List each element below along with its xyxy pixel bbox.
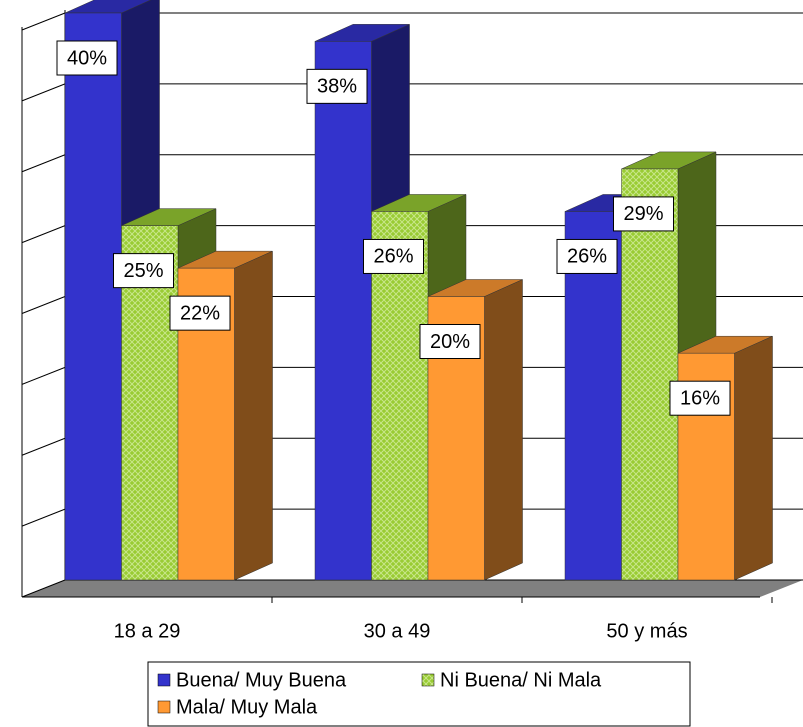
data-label-box xyxy=(306,68,368,104)
grid-line xyxy=(21,508,66,527)
data-label-box xyxy=(56,40,118,76)
data-label-box xyxy=(419,324,481,359)
bar-side xyxy=(734,335,773,581)
x-tick-label: 30 a 49 xyxy=(364,620,431,642)
data-label-box xyxy=(113,253,174,289)
data-label: 29% xyxy=(623,203,663,225)
data-label: 25% xyxy=(123,260,163,282)
data-label: 26% xyxy=(373,246,413,268)
data-label: 26% xyxy=(567,246,607,268)
data-label-box xyxy=(613,196,674,232)
bar-side xyxy=(484,279,523,581)
legend-label: Ni Buena/ Ni Mala xyxy=(440,669,602,691)
bar xyxy=(64,12,122,581)
data-label: 40% xyxy=(67,47,107,69)
legend-swatch xyxy=(421,673,435,687)
data-label-box xyxy=(556,238,618,274)
grid-line xyxy=(21,366,66,385)
bar xyxy=(314,41,372,581)
data-label-box xyxy=(363,238,424,274)
bar xyxy=(621,168,679,581)
data-label: 20% xyxy=(430,331,470,353)
grid-line xyxy=(21,154,66,173)
grid-line xyxy=(21,437,66,456)
legend-swatch xyxy=(157,673,171,687)
grid-line xyxy=(21,579,66,598)
legend-swatch xyxy=(157,700,171,714)
data-label: 38% xyxy=(317,76,357,98)
grid-line xyxy=(21,83,66,102)
legend-label: Buena/ Muy Buena xyxy=(176,669,347,691)
data-label: 16% xyxy=(680,387,720,409)
data-label-box xyxy=(669,380,731,416)
data-label: 22% xyxy=(180,302,220,324)
floor xyxy=(22,580,803,597)
x-tick-label: 18 a 29 xyxy=(114,620,181,642)
grid-line xyxy=(21,225,66,244)
legend-label: Mala/ Muy Mala xyxy=(176,696,318,718)
grid-line xyxy=(21,12,66,31)
x-tick-label: 50 y más xyxy=(606,620,687,642)
legend xyxy=(147,661,691,727)
bar-side xyxy=(234,250,273,581)
grid-line xyxy=(21,296,66,314)
data-label-box xyxy=(169,295,231,331)
